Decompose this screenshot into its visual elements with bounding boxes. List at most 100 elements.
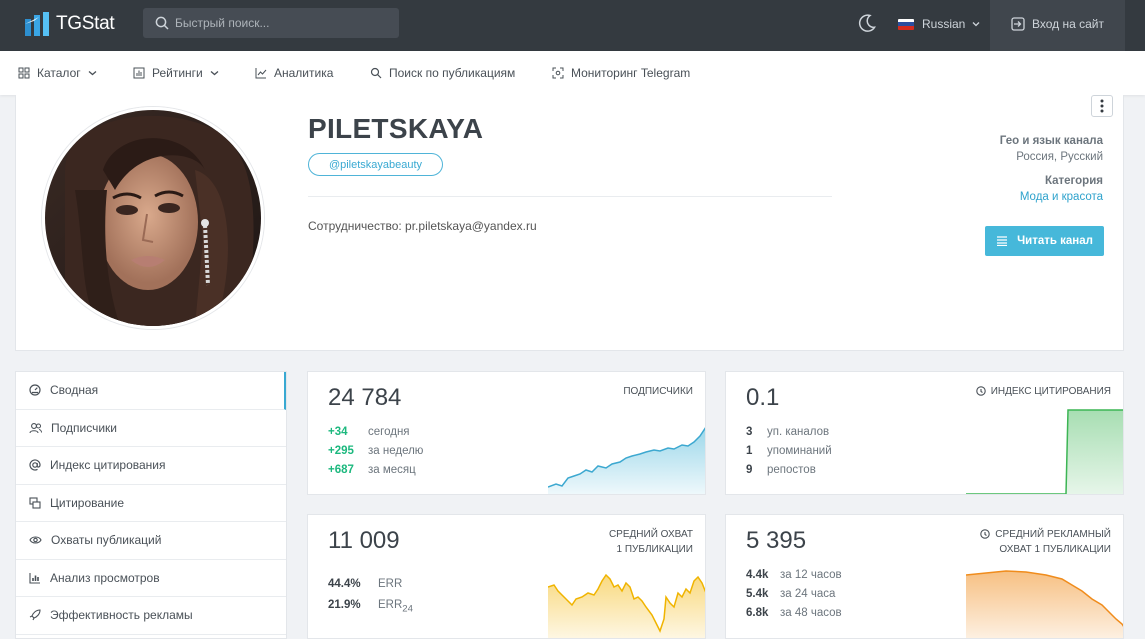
read-channel-button[interactable]: Читать канал [985, 226, 1104, 256]
citation-index-value: 0.1 [746, 384, 780, 411]
citation-row-channels: 3 уп. каналов [746, 426, 829, 438]
ad-reach-row-12h: 4.4k за 12 часов [746, 569, 842, 581]
geo-language-block: Гео и язык канала Россия, Русский [1000, 135, 1103, 163]
dark-mode-moon-icon[interactable] [857, 13, 877, 33]
stat-value: +34 [328, 426, 348, 438]
sidebar-item-label: Эффективность рекламы [50, 608, 193, 623]
nav-analytics[interactable]: Аналитика [255, 66, 333, 80]
eye-icon [29, 536, 42, 544]
tgstat-logo-icon [25, 12, 49, 36]
average-ad-reach-title-line1: СРЕДНИЙ РЕКЛАМНЫЙ [995, 529, 1111, 540]
nav-post-search[interactable]: Поиск по публикациям [370, 66, 515, 80]
stat-label: сегодня [368, 426, 410, 438]
stat-value: 4.4k [746, 569, 769, 581]
subscribers-title-text: ПОДПИСЧИКИ [623, 386, 693, 397]
sidebar-item-citation-index[interactable]: Индекс цитирования [16, 447, 286, 485]
stat-label: уп. каналов [767, 426, 830, 438]
citation-row-reposts: 9 репостов [746, 464, 816, 476]
sidebar-item-label: Сводная [50, 383, 99, 398]
info-icon [975, 386, 986, 396]
sidebar-item-summary[interactable]: Сводная [16, 372, 286, 410]
language-selector[interactable]: Russian [898, 17, 980, 31]
citation-index-card[interactable]: 0.1 ИНДЕКС ЦИТИРОВАНИЯ 3 уп. каналов 1 упо… [725, 371, 1124, 495]
sidebar-item-view-analysis[interactable]: Анализ просмотров [16, 560, 286, 597]
err24-value: 21.9% [328, 599, 361, 611]
stat-value: +687 [328, 464, 354, 476]
bar-chart-icon [29, 572, 40, 584]
sidebar-item-ad-efficiency[interactable]: Эффективность рекламы [16, 597, 286, 635]
average-reach-sparkline [548, 573, 705, 638]
ad-reach-row-48h: 6.8k за 48 часов [746, 607, 842, 619]
channel-avatar[interactable] [42, 107, 264, 329]
sidebar-item-subscribers[interactable]: Подписчики [16, 410, 286, 447]
stat-value: 3 [746, 426, 753, 438]
average-reach-title-line1: СРЕДНИЙ ОХВАТ [608, 529, 693, 540]
stat-value: +295 [328, 445, 354, 457]
average-reach-value: 11 009 [328, 527, 400, 554]
kebab-menu-icon [1100, 99, 1104, 113]
sidebar-item-label: Анализ просмотров [50, 570, 160, 585]
login-icon [1011, 16, 1025, 31]
sidebar-item-label: Цитирование [50, 495, 125, 510]
search-icon [155, 16, 169, 30]
more-options-button[interactable] [1091, 95, 1113, 117]
stat-label: за 48 часов [780, 607, 842, 619]
search-box[interactable] [143, 8, 399, 38]
quote-icon [29, 497, 41, 509]
err24-label-subscript: 24 [402, 603, 413, 615]
nav-monitoring-label: Мониторинг Telegram [571, 66, 691, 80]
citation-row-mentions: 1 упоминаний [746, 445, 832, 457]
average-reach-title-line2: 1 ПУБЛИКАЦИИ [616, 544, 693, 555]
average-ad-reach-title: СРЕДНИЙ РЕКЛАМНЫЙ ОХВАТ 1 ПУБЛИКАЦИИ [980, 527, 1111, 557]
stat-label: за 12 часов [780, 569, 842, 581]
average-ad-reach-card[interactable]: 5 395 СРЕДНИЙ РЕКЛАМНЫЙ ОХВАТ 1 ПУБЛИКАЦИ… [725, 514, 1124, 639]
subscribers-card[interactable]: 24 784 ПОДПИСЧИКИ +34 сегодня +295 за неде… [307, 371, 706, 495]
list-icon [997, 236, 1008, 246]
subscribers-value: 24 784 [328, 384, 402, 411]
category-link[interactable]: Мода и красота [1019, 191, 1103, 203]
brand-logo[interactable]: TGStat [25, 12, 115, 36]
channel-profile-card: PILETSKAYA @piletskayabeauty Сотрудничес… [15, 95, 1124, 351]
language-label: Russian [922, 17, 966, 31]
err-row: 44.4% ERR [328, 578, 402, 590]
stats-sidebar: Сводная Подписчики Индекс цитирования Ци… [15, 371, 287, 639]
brand-name: TGStat [56, 13, 115, 34]
subscribers-row-week: +295 за неделю [328, 445, 423, 457]
average-reach-card[interactable]: 11 009 СРЕДНИЙ ОХВАТ 1 ПУБЛИКАЦИИ 44.4% ER… [307, 514, 706, 639]
citation-index-title: ИНДЕКС ЦИТИРОВАНИЯ [975, 384, 1111, 399]
average-ad-reach-sparkline [966, 570, 1123, 638]
nav-catalog[interactable]: Каталог [18, 66, 104, 80]
average-reach-title: СРЕДНИЙ ОХВАТ 1 ПУБЛИКАЦИИ [609, 527, 693, 557]
sidebar-item-label: Индекс цитирования [50, 458, 166, 473]
monitoring-icon [552, 67, 564, 79]
chevron-down-icon [88, 71, 97, 76]
nav-ratings[interactable]: Рейтинги [133, 66, 226, 80]
grid-icon [18, 67, 30, 79]
chevron-down-icon [972, 22, 980, 27]
sidebar-item-citations[interactable]: Цитирование [16, 485, 286, 522]
profile-divider [308, 196, 832, 197]
at-icon [29, 459, 41, 471]
channel-description: Сотрудничество: pr.piletskaya@yandex.ru [308, 219, 537, 233]
login-button[interactable]: Вход на сайт [990, 0, 1125, 51]
err24-label-text: ERR [378, 599, 403, 611]
sidebar-item-label: Охваты публикаций [51, 533, 162, 548]
chevron-down-icon [210, 71, 219, 76]
login-label: Вход на сайт [1032, 16, 1104, 31]
citation-index-sparkline [966, 409, 1123, 494]
err24-row: 21.9% ERR24 [328, 599, 413, 614]
search-icon [370, 67, 382, 79]
top-bar: TGStat Russian Вход на сайт [0, 0, 1145, 51]
ratings-icon [133, 67, 145, 79]
russia-flag-icon [898, 18, 914, 30]
nav-analytics-label: Аналитика [274, 66, 334, 80]
sidebar-item-post-reach[interactable]: Охваты публикаций [16, 522, 286, 560]
nav-monitoring[interactable]: Мониторинг Telegram [552, 66, 690, 80]
channel-handle-badge[interactable]: @piletskayabeauty [308, 153, 443, 176]
search-input[interactable] [175, 16, 385, 30]
avatar-portrait-image [45, 110, 261, 326]
users-icon [29, 422, 42, 433]
geo-heading: Гео и язык канала [999, 135, 1103, 147]
geo-value: Россия, Русский [1016, 151, 1103, 163]
subscribers-row-today: +34 сегодня [328, 426, 410, 438]
